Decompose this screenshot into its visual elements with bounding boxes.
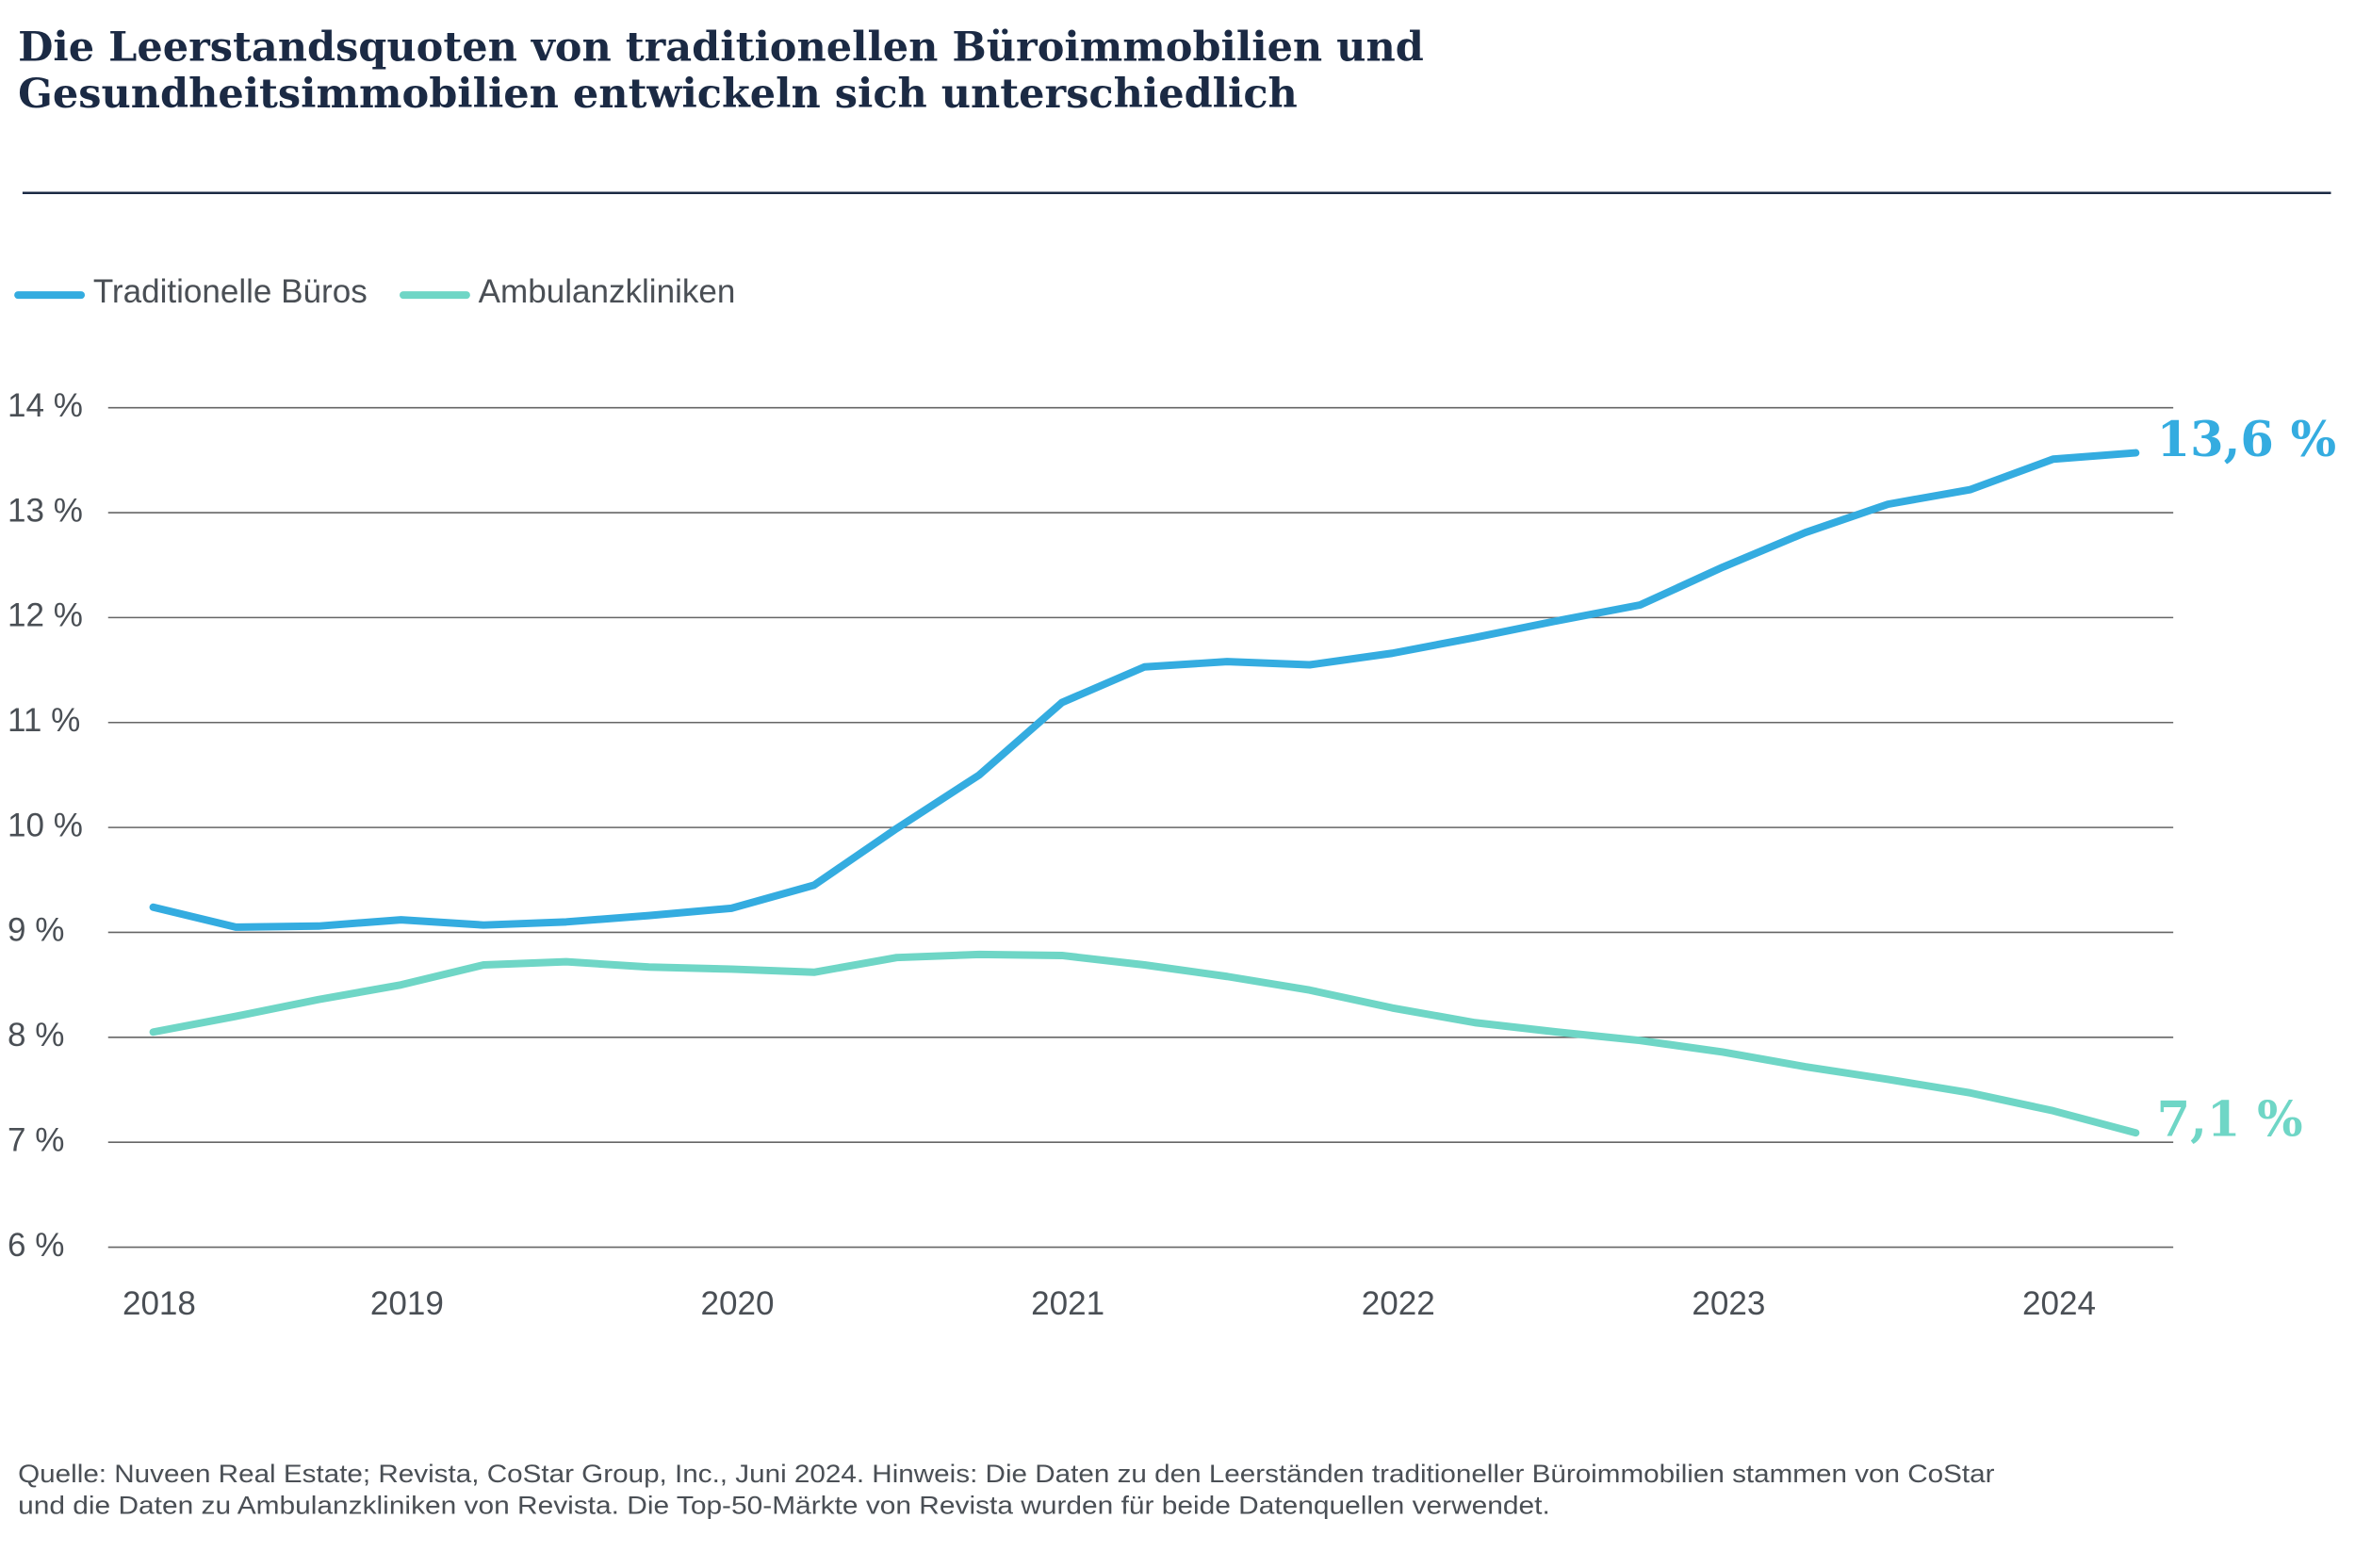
- y-tick-label: 6 %: [8, 1227, 64, 1264]
- x-tick-label: 2018: [123, 1285, 196, 1322]
- x-tick-label: 2022: [1362, 1285, 1435, 1322]
- end-value-label: 7,1 %: [2157, 1092, 2303, 1149]
- chart-title: Die Leerstandsquoten von traditionellen …: [18, 24, 1424, 71]
- series-line: [149, 449, 2140, 931]
- legend-label: Traditionelle Büros: [93, 273, 368, 310]
- footnote: und die Daten zu Ambulanzkliniken von Re…: [18, 1490, 1550, 1519]
- y-tick-label: 9 %: [8, 912, 64, 949]
- x-tick-label: 2023: [1692, 1285, 1765, 1322]
- chart-title: Gesundheitsimmobilien entwickeln sich un…: [18, 71, 1298, 118]
- footnote: Quelle: Nuveen Real Estate; Revista, CoS…: [18, 1459, 1994, 1488]
- series-line: [149, 950, 2140, 1137]
- y-tick-label: 12 %: [8, 597, 83, 634]
- x-tick-label: 2020: [701, 1285, 775, 1322]
- y-tick-label: 13 %: [8, 492, 83, 529]
- y-tick-label: 7 %: [8, 1121, 64, 1158]
- x-tick-label: 2019: [370, 1285, 444, 1322]
- x-tick-label: 2024: [2022, 1285, 2096, 1322]
- y-tick-label: 11 %: [8, 702, 80, 739]
- legend-label: Ambulanzkliniken: [479, 273, 736, 310]
- y-tick-label: 14 %: [8, 387, 83, 424]
- x-tick-label: 2021: [1031, 1285, 1104, 1322]
- end-value-label: 13,6 %: [2157, 412, 2336, 468]
- y-tick-label: 8 %: [8, 1017, 64, 1054]
- y-tick-label: 10 %: [8, 807, 83, 843]
